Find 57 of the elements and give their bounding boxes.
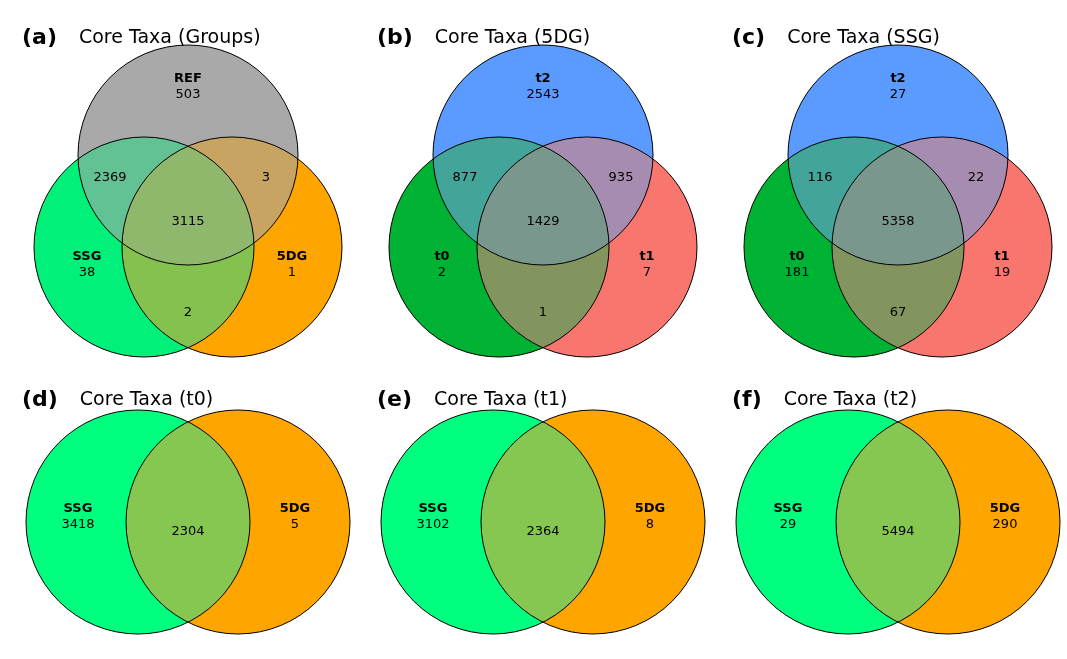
- data-label: 1: [287, 264, 297, 280]
- data-label: 290: [992, 516, 1018, 532]
- data-label: 503: [175, 86, 201, 102]
- text: (b): [377, 23, 413, 49]
- category-label: t0: [434, 248, 450, 264]
- text: (d): [22, 385, 58, 411]
- data-label: 27: [889, 86, 907, 102]
- text: Core Taxa (t1): [434, 386, 568, 409]
- data-label: 3102: [416, 516, 450, 532]
- category-label: SSG: [418, 500, 448, 516]
- text: 5494: [881, 523, 915, 539]
- text: 1: [538, 304, 548, 320]
- text: Core Taxa (SSG): [787, 24, 940, 47]
- text: 3115: [171, 213, 205, 229]
- data-label: 2: [437, 264, 447, 280]
- data-label: 2543: [526, 86, 560, 102]
- data-label: 3418: [61, 516, 95, 532]
- category-label: t2: [890, 70, 906, 86]
- text: 935: [608, 169, 634, 185]
- data-label: 38: [78, 264, 96, 280]
- data-label: 19: [993, 264, 1011, 280]
- text: (e): [377, 385, 413, 411]
- category-label: REF: [174, 70, 202, 86]
- text: 116: [807, 169, 833, 185]
- text: Core Taxa (5DG): [434, 24, 591, 47]
- data-label: 29: [779, 516, 797, 532]
- category-label: SSG: [773, 500, 803, 516]
- text: Core Taxa (t2): [783, 386, 918, 409]
- category-label: t0: [789, 248, 805, 264]
- data-label: 181: [784, 264, 810, 280]
- category-label: t1: [994, 248, 1010, 264]
- category-label: SSG: [72, 248, 102, 264]
- category-label: 5DG: [276, 248, 308, 264]
- text: Core Taxa (t0): [79, 386, 214, 409]
- text: 22: [967, 169, 985, 185]
- text: (c): [732, 23, 766, 49]
- data-label: 5: [290, 516, 300, 532]
- data-label: 8: [645, 516, 655, 532]
- text: 3: [261, 169, 271, 185]
- text: 67: [889, 304, 907, 320]
- text: 2304: [171, 523, 205, 539]
- category-label: t2: [535, 70, 551, 86]
- text: (a): [22, 23, 57, 49]
- text: 1429: [526, 213, 560, 229]
- category-label: 5DG: [989, 500, 1021, 516]
- text: 2369: [93, 169, 127, 185]
- text: 5358: [881, 213, 915, 229]
- data-label: 7: [642, 264, 652, 280]
- category-label: SSG: [63, 500, 93, 516]
- text: 2: [183, 304, 193, 320]
- text: (f): [732, 385, 762, 411]
- text: Core Taxa (Groups): [78, 24, 261, 47]
- category-label: 5DG: [634, 500, 666, 516]
- text: 877: [452, 169, 478, 185]
- category-label: 5DG: [279, 500, 311, 516]
- category-label: t1: [639, 248, 655, 264]
- text: 2364: [526, 523, 560, 539]
